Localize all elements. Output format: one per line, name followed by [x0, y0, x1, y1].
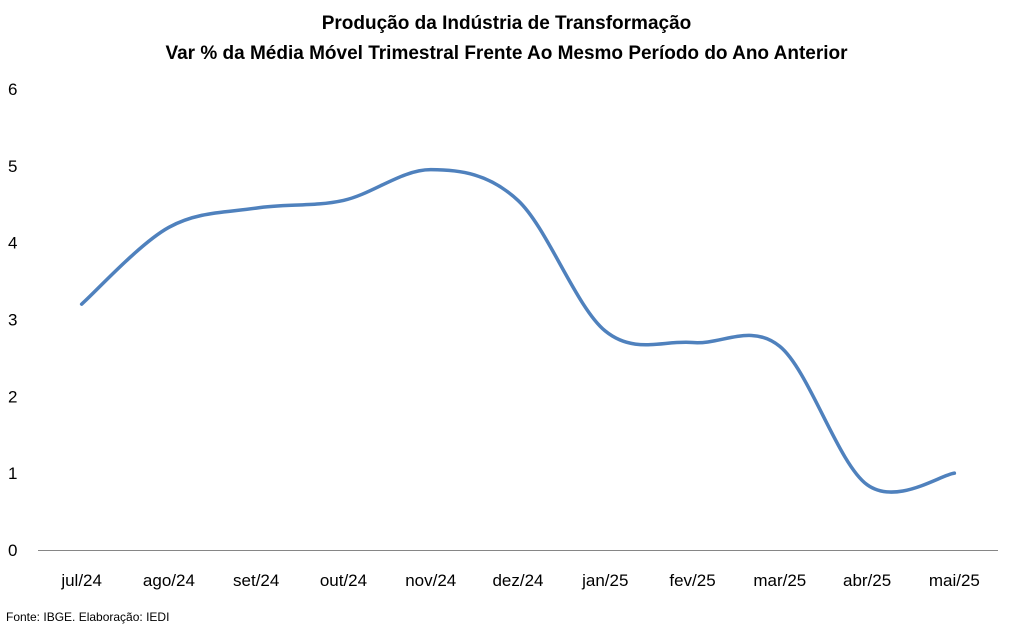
data-point-mar-25: [778, 344, 782, 348]
chart-subtitle: Var % da Média Móvel Trimestral Frente A…: [165, 43, 848, 64]
x-tick-label: abr/25: [843, 571, 891, 590]
data-point-ago-24: [167, 225, 171, 229]
data-point-nov-24: [429, 168, 433, 172]
source-note: Fonte: IBGE. Elaboração: IEDI: [6, 610, 170, 624]
y-tick-label: 5: [8, 157, 17, 176]
y-tick-label: 2: [8, 387, 17, 406]
data-point-set-24: [254, 206, 258, 210]
data-point-mai-25: [952, 471, 956, 475]
x-tick-label: nov/24: [405, 571, 456, 590]
x-tick-label: fev/25: [669, 571, 715, 590]
x-tick-label: mar/25: [753, 571, 806, 590]
y-tick-label: 1: [8, 464, 17, 483]
x-tick-label: ago/24: [143, 571, 195, 590]
data-point-fev-25: [691, 341, 695, 345]
x-tick-label: jul/24: [60, 571, 102, 590]
data-point-jan-25: [603, 329, 607, 333]
data-point-out-24: [341, 198, 345, 202]
y-tick-label: 6: [8, 80, 17, 99]
x-tick-label: jan/25: [581, 571, 628, 590]
series-line: [79, 167, 957, 494]
chart-title: Produção da Indústria de Transformação: [321, 13, 692, 34]
x-tick-label: dez/24: [492, 571, 543, 590]
x-tick-label: out/24: [320, 571, 367, 590]
x-tick-label: set/24: [233, 571, 279, 590]
data-point-abr-25: [865, 483, 869, 487]
y-tick-label: 0: [8, 541, 17, 560]
data-point-jul-24: [80, 302, 84, 306]
y-tick-label: 4: [8, 234, 17, 253]
x-tick-label: mai/25: [929, 571, 980, 590]
data-point-dez-24: [516, 198, 520, 202]
y-tick-label: 3: [8, 311, 17, 330]
